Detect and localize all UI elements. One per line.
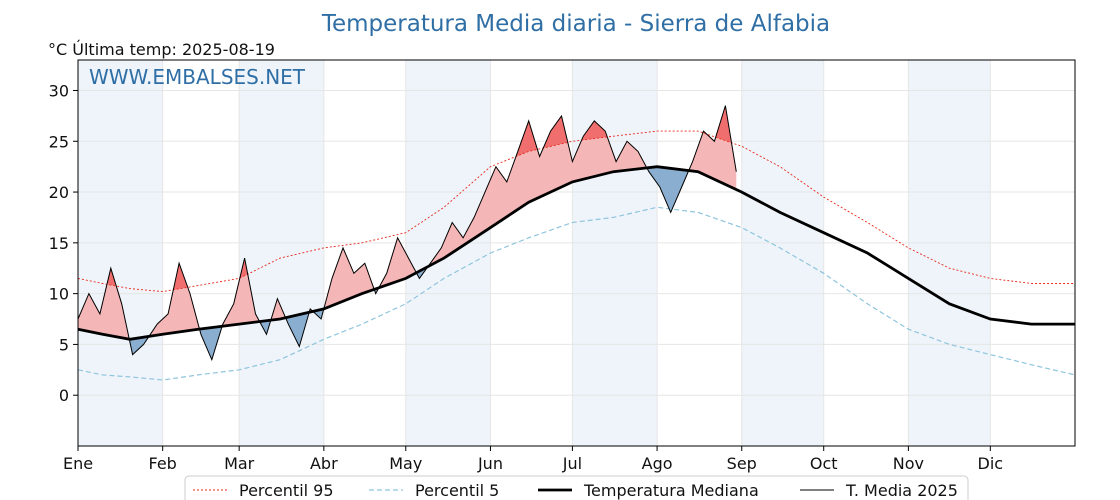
legend-label: Percentil 5 xyxy=(415,481,499,500)
fill-below-median xyxy=(129,336,149,355)
x-tick-label: Abr xyxy=(310,454,338,473)
month-band xyxy=(78,60,163,446)
x-tick-label: Mar xyxy=(224,454,255,473)
legend-label: Temperatura Mediana xyxy=(583,481,759,500)
fill-below-median xyxy=(647,166,690,213)
x-tick-label: Jun xyxy=(477,454,503,473)
fill-above-p95 xyxy=(516,120,537,157)
x-tick-label: Ago xyxy=(642,454,673,473)
fill-above-median xyxy=(271,298,287,321)
series-percentil-5-line xyxy=(77,206,1076,381)
fill-below-median xyxy=(287,308,311,347)
fill-above-p95 xyxy=(240,258,248,278)
fill-above-median xyxy=(689,105,737,190)
legend-label: T. Media 2025 xyxy=(845,481,958,500)
fill-above-median xyxy=(429,115,648,267)
fill-above-p95 xyxy=(543,115,567,148)
x-tick-label: Nov xyxy=(893,454,924,473)
fill-above-p95 xyxy=(173,263,188,290)
y-tick-label: 15 xyxy=(49,234,69,253)
x-tick-label: May xyxy=(389,454,422,473)
fill-below-median xyxy=(199,324,223,360)
y-tick-label: 25 xyxy=(49,132,69,151)
series-percentil-95-line xyxy=(77,130,1075,293)
plot-area: 0 5 10 15 20 25 30 Ene Feb Mar Abr May Jun Jul Ago Sep O… xyxy=(49,59,1076,473)
y-tick-label: 20 xyxy=(49,183,69,202)
month-band xyxy=(239,60,324,446)
series-t-media-2025-line xyxy=(77,105,737,362)
fill-above-median xyxy=(78,268,130,342)
x-tick-label: Oct xyxy=(810,454,838,473)
fill-above-p95 xyxy=(582,120,607,141)
y-tick-label: 30 xyxy=(49,81,69,100)
chart-title: Temperatura Media diaria - Sierra de Alf… xyxy=(321,11,830,37)
legend-label: Percentil 95 xyxy=(239,481,334,500)
fill-above-p95 xyxy=(715,105,731,143)
month-band xyxy=(741,60,824,446)
x-tick-label: Ene xyxy=(63,454,93,473)
y-tick-label: 10 xyxy=(49,285,69,304)
x-tick-label: Dic xyxy=(978,454,1004,473)
month-band xyxy=(908,60,991,446)
y-tick-label: 0 xyxy=(59,386,69,405)
watermark: WWW.EMBALSES.NET xyxy=(89,65,306,89)
fill-above-median xyxy=(149,263,200,337)
month-band xyxy=(572,60,658,446)
chart-subtitle: °C Última temp: 2025-08-19 xyxy=(48,40,275,59)
y-tick-label: 5 xyxy=(59,335,69,354)
fill-above-median xyxy=(222,258,261,327)
fill-above-median xyxy=(379,237,417,288)
fill-above-p95 xyxy=(108,268,115,286)
x-tick-label: Jul xyxy=(562,454,582,473)
plot-frame xyxy=(77,59,1076,447)
series-mediana-line xyxy=(77,165,1075,341)
x-tick-label: Sep xyxy=(727,454,757,473)
legend-frame xyxy=(184,475,969,500)
x-tick-label: Feb xyxy=(149,454,177,473)
legend: Percentil 95 Percentil 5 Temperatura Media… xyxy=(184,475,969,500)
